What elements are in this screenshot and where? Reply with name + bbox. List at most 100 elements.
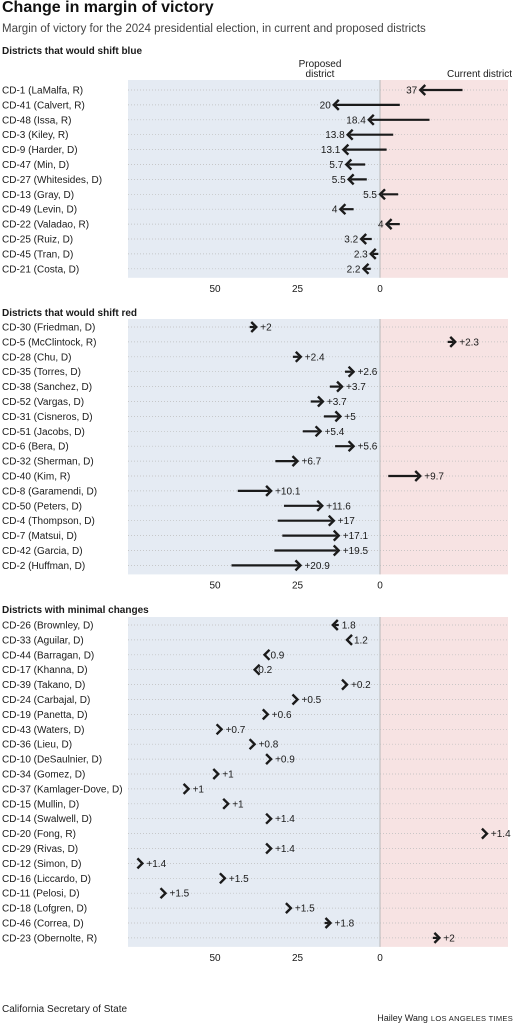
arrowhead [291,455,300,467]
arrowhead [136,857,145,870]
arrowhead [433,932,442,944]
arrowhead [252,663,261,676]
value-label: 13.8 [325,130,345,141]
value-label: +3.7 [346,382,366,393]
district-label: CD-11 (Pelosi, D) [2,889,80,900]
arrowhead [262,648,271,661]
arrowhead [314,425,323,438]
value-label: +1.4 [275,844,295,855]
value-label: 5.5 [363,190,377,201]
arrowhead [294,350,303,363]
arrowhead [344,158,353,171]
district-label: CD-23 (Obernolte, R) [2,933,97,944]
arrowhead [347,440,356,453]
value-label: +3.7 [327,397,347,408]
value-label: +0.7 [226,725,246,736]
republican-region [380,617,508,947]
value-label: +1.4 [275,814,295,825]
arrowhead [332,544,341,557]
value-label: 1.8 [342,621,356,632]
district-label: CD-36 (Lieu, D) [2,740,72,751]
value-label: +1.4 [491,829,511,840]
arrowhead [341,678,349,691]
arrowhead [378,188,386,201]
district-label: CD-24 (Carbajal, D) [2,695,90,706]
district-label: CD-21 (Costa, D) [2,264,79,275]
arrowhead [159,887,168,900]
value-label: +2.3 [459,337,479,348]
district-label: CD-38 (Sanchez, D) [2,382,92,393]
arrowhead [182,783,191,795]
value-label: +17.1 [343,531,369,542]
arrowhead [291,693,300,706]
value-label: +1.5 [229,874,249,885]
district-label: CD-2 (Huffman, D) [2,561,85,572]
axis-tick-label: 50 [209,953,221,964]
district-label: CD-17 (Khanna, D) [2,665,88,676]
republican-region [380,319,508,575]
value-label: +10.1 [275,486,301,497]
legend-proposed-label: district [306,69,335,80]
district-label: CD-7 (Matsui, D) [2,531,77,542]
credit-line: Hailey Wang LOS ANGELES TIMES [377,1013,513,1023]
arrowhead [361,262,370,275]
district-label: CD-40 (Kim, R) [2,472,70,483]
value-label: +1.5 [170,889,190,900]
value-label: 13.1 [321,145,341,156]
district-label: CD-1 (LaMalfa, R) [2,86,83,97]
district-label: CD-6 (Bera, D) [2,442,69,453]
arrowhead [285,902,293,914]
axis-tick-label: 25 [292,953,304,964]
axis-tick-label: 25 [292,284,304,295]
value-label: +0.6 [272,710,292,721]
value-label: 5.7 [329,160,343,171]
arrowhead [332,99,340,111]
legend-current-label: Current district [447,69,512,80]
value-label: +2 [260,323,272,334]
arrowhead [219,872,227,885]
district-label: CD-5 (McClintock, R) [2,337,96,348]
source-note: California Secretary of State [2,1004,128,1015]
district-label: CD-50 (Peters, D) [2,501,82,512]
arrowhead [261,708,270,721]
arrowhead [346,173,355,186]
democratic-region [128,80,380,278]
district-label: CD-4 (Thompson, D) [2,516,95,527]
arrowhead [367,113,375,126]
page-subtitle: Margin of victory for the 2024 president… [2,23,426,35]
arrowhead [332,529,341,542]
arrowhead [359,233,368,245]
value-label: 1.2 [354,635,368,646]
district-label: CD-14 (Swalwell, D) [2,814,92,825]
value-label: +1 [222,770,234,781]
district-label: CD-35 (Torres, D) [2,367,81,378]
district-label: CD-43 (Waters, D) [2,725,84,736]
value-label: +2.6 [358,367,378,378]
value-label: +0.5 [302,695,322,706]
value-label: +5.6 [358,442,378,453]
district-label: CD-13 (Gray, D) [2,190,74,201]
arrowhead [215,723,224,736]
value-label: +9.7 [424,472,444,483]
value-label: +0.9 [275,755,295,766]
arrowhead [345,634,353,646]
district-label: CD-45 (Tran, D) [2,249,73,260]
value-label: +20.9 [304,561,330,572]
value-label: +1 [193,784,205,795]
district-label: CD-30 (Friedman, D) [2,323,95,334]
panel-title: Districts that would shift blue [2,46,142,57]
arrowhead [341,143,350,156]
credit-organization: LOS ANGELES TIMES [430,1014,513,1023]
page-title: Change in margin of victory [2,0,214,16]
arrowhead [248,738,257,751]
arrowhead [369,248,377,260]
value-label: 2.3 [354,249,368,260]
value-label: 4 [378,220,384,231]
legend-proposed-label: Proposed [299,59,342,70]
value-label: 0.9 [270,650,284,661]
value-label: +1.5 [295,904,315,915]
arrowhead [317,395,325,408]
arrowhead [265,485,273,497]
district-label: CD-51 (Jacobs, D) [2,427,85,438]
arrowhead [481,827,489,840]
